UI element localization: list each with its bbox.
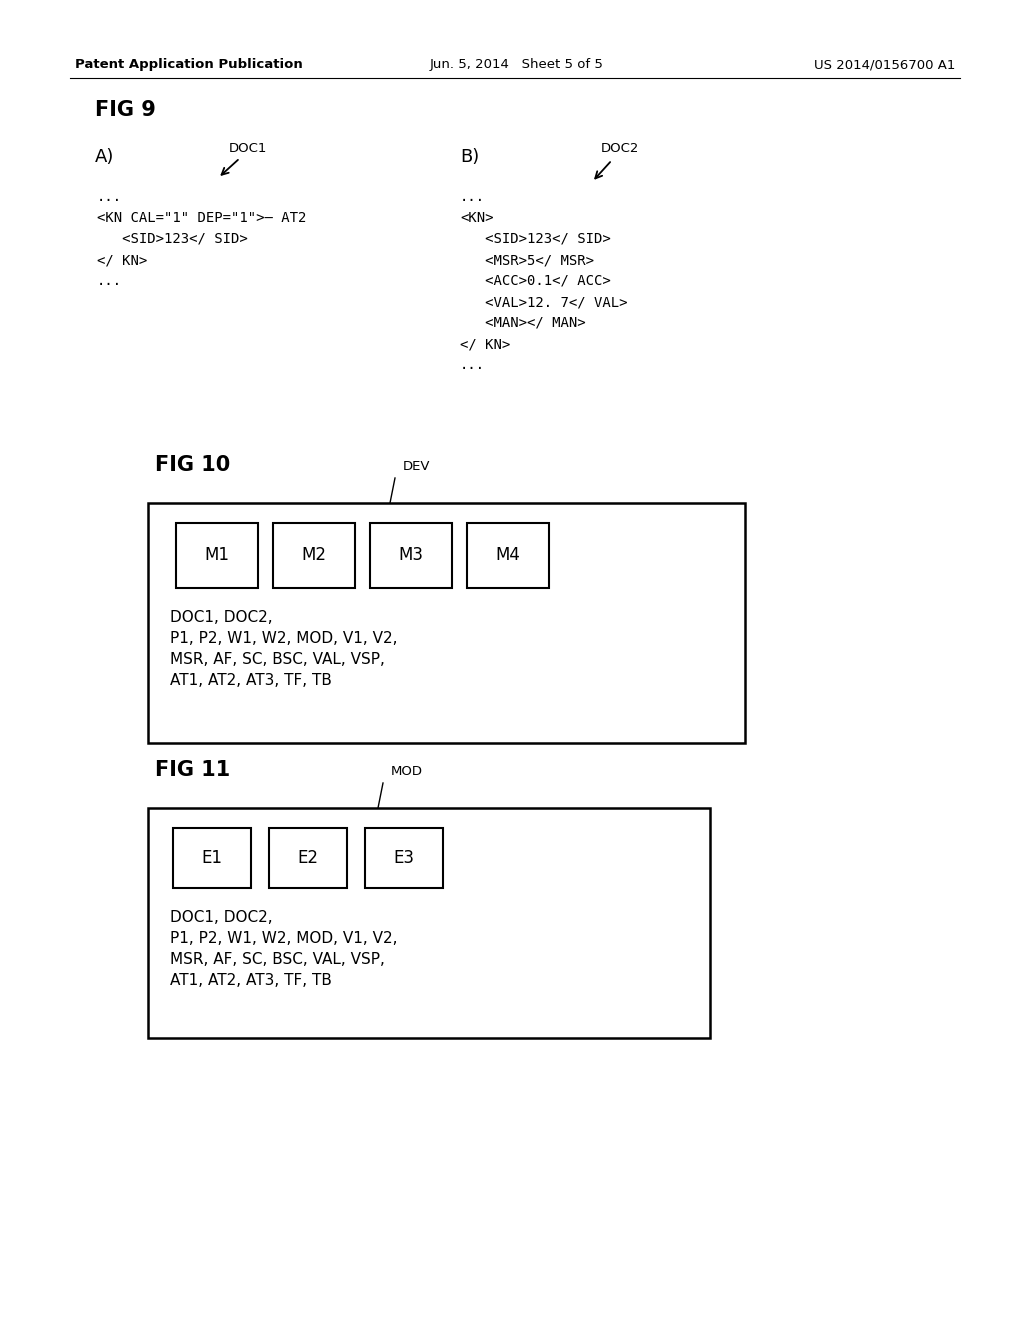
Text: DEV: DEV [403,459,430,473]
Bar [176,523,258,587]
Text: ...: ... [97,275,122,288]
Text: </ KN>: </ KN> [460,337,510,351]
Bar [365,828,443,888]
Text: <KN>: <KN> [460,211,494,224]
Bar [467,523,549,587]
Text: P1, P2, W1, W2, MOD, V1, V2,: P1, P2, W1, W2, MOD, V1, V2, [170,631,397,645]
Text: E2: E2 [298,849,318,867]
Text: DOC1, DOC2,: DOC1, DOC2, [170,909,272,925]
Text: DOC1: DOC1 [228,143,267,154]
Text: <SID>123</ SID>: <SID>123</ SID> [97,232,248,246]
Text: ...: ... [97,190,122,205]
Text: ...: ... [460,358,485,372]
Text: <MAN></ MAN>: <MAN></ MAN> [460,315,586,330]
Bar [148,808,710,1038]
Text: DOC2: DOC2 [601,143,639,154]
Text: MOD: MOD [391,766,423,777]
Text: <ACC>0.1</ ACC>: <ACC>0.1</ ACC> [460,275,610,288]
Text: E3: E3 [393,849,415,867]
Text: MSR, AF, SC, BSC, VAL, VSP,: MSR, AF, SC, BSC, VAL, VSP, [170,952,385,968]
Text: M3: M3 [398,546,424,565]
Text: M2: M2 [301,546,327,565]
Bar [269,828,347,888]
Text: Jun. 5, 2014   Sheet 5 of 5: Jun. 5, 2014 Sheet 5 of 5 [430,58,604,71]
Text: MSR, AF, SC, BSC, VAL, VSP,: MSR, AF, SC, BSC, VAL, VSP, [170,652,385,667]
Text: FIG 11: FIG 11 [155,760,230,780]
Text: <MSR>5</ MSR>: <MSR>5</ MSR> [460,253,594,267]
Text: Patent Application Publication: Patent Application Publication [75,58,303,71]
Bar [148,503,745,743]
Text: DOC1, DOC2,: DOC1, DOC2, [170,610,272,624]
Bar [173,828,251,888]
Bar [273,523,355,587]
Text: M1: M1 [205,546,229,565]
Text: E1: E1 [202,849,222,867]
Text: AT1, AT2, AT3, TF, TB: AT1, AT2, AT3, TF, TB [170,673,332,688]
Text: FIG 10: FIG 10 [155,455,230,475]
Text: <KN CAL="1" DEP="1">— AT2: <KN CAL="1" DEP="1">— AT2 [97,211,306,224]
Text: B): B) [460,148,479,166]
Text: P1, P2, W1, W2, MOD, V1, V2,: P1, P2, W1, W2, MOD, V1, V2, [170,931,397,946]
Text: US 2014/0156700 A1: US 2014/0156700 A1 [814,58,955,71]
Text: <SID>123</ SID>: <SID>123</ SID> [460,232,610,246]
Text: ...: ... [460,190,485,205]
Text: <VAL>12. 7</ VAL>: <VAL>12. 7</ VAL> [460,294,628,309]
Text: A): A) [95,148,115,166]
Text: M4: M4 [496,546,520,565]
Text: FIG 9: FIG 9 [95,100,156,120]
Text: </ KN>: </ KN> [97,253,147,267]
Text: AT1, AT2, AT3, TF, TB: AT1, AT2, AT3, TF, TB [170,973,332,987]
Bar [370,523,452,587]
